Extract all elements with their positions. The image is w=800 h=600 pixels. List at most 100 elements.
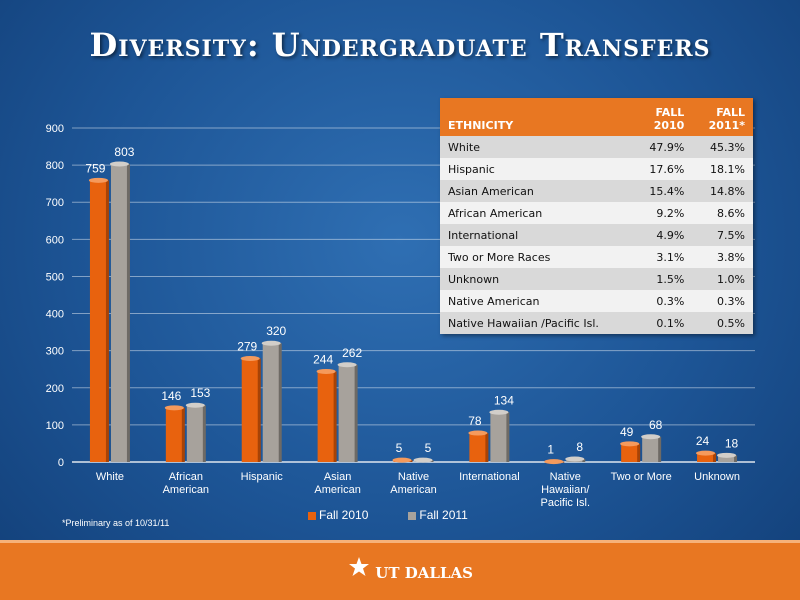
bar-fall-2010 bbox=[697, 453, 714, 462]
data-label: 68 bbox=[649, 418, 663, 432]
bar-fall-2011 bbox=[110, 163, 127, 462]
bar-cap bbox=[696, 450, 716, 456]
logo-text: UT DALLAS bbox=[375, 564, 473, 582]
table-cell-percent: 4.9% bbox=[633, 224, 693, 246]
x-tick-label: Native Hawaiian/Pacific Isl. bbox=[541, 471, 591, 509]
x-tick-label: International bbox=[459, 471, 520, 483]
table-row: International 4.9% 7.5% bbox=[440, 224, 753, 246]
data-label: 78 bbox=[468, 414, 482, 428]
table-cell-percent: 3.8% bbox=[692, 246, 753, 268]
y-tick-label: 200 bbox=[46, 383, 64, 395]
y-tick-label: 0 bbox=[58, 457, 64, 469]
bar-cap bbox=[261, 340, 281, 346]
bar-shade bbox=[484, 433, 489, 462]
table-cell-ethnicity: Unknown bbox=[440, 268, 634, 290]
bar-fall-2010 bbox=[317, 371, 334, 462]
legend-item: Fall 2010 bbox=[308, 508, 368, 522]
bar-fall-2010 bbox=[241, 358, 258, 462]
bar-cap bbox=[337, 362, 357, 368]
data-label: 153 bbox=[190, 386, 210, 400]
table-cell-ethnicity: Native American bbox=[440, 290, 634, 312]
table-cell-percent: 8.6% bbox=[692, 202, 753, 224]
table-cell-percent: 0.3% bbox=[633, 290, 693, 312]
y-tick-label: 500 bbox=[46, 271, 64, 283]
slide-title: Diversity: Undergraduate Transfers bbox=[89, 26, 711, 64]
table-row: White 47.9% 45.3% bbox=[440, 136, 753, 158]
bar-fall-2011 bbox=[642, 436, 659, 462]
bar-cap bbox=[641, 434, 661, 440]
legend-swatch bbox=[408, 511, 417, 520]
table-row: Two or More Races 3.1% 3.8% bbox=[440, 246, 753, 268]
data-label: 5 bbox=[396, 441, 403, 455]
bar-shade bbox=[712, 453, 717, 462]
table-row: Hispanic 17.6% 18.1% bbox=[440, 158, 753, 180]
data-label: 262 bbox=[342, 346, 362, 360]
bar-shade bbox=[636, 443, 641, 462]
x-tick-label: Unknown bbox=[694, 471, 740, 483]
y-tick-label: 400 bbox=[46, 309, 64, 321]
table-cell-ethnicity: Native Hawaiian /Pacific Isl. bbox=[440, 312, 634, 334]
data-label: 134 bbox=[494, 393, 514, 407]
table-cell-percent: 15.4% bbox=[633, 180, 693, 202]
bar-fall-2011 bbox=[262, 343, 279, 462]
bar-shade bbox=[505, 412, 510, 462]
legend-swatch bbox=[308, 511, 316, 520]
y-tick-label: 100 bbox=[46, 420, 64, 432]
bar-shade bbox=[180, 407, 185, 462]
y-tick-label: 300 bbox=[46, 346, 64, 358]
bar-shade bbox=[104, 180, 109, 462]
data-label: 279 bbox=[237, 339, 257, 353]
x-tick-label: Asian American bbox=[314, 471, 360, 496]
table-cell-percent: 0.5% bbox=[692, 312, 753, 334]
bar-cap bbox=[164, 405, 184, 411]
legend-label: Fall 2011 bbox=[419, 508, 468, 522]
ethnicity-table: ETHNICITY FALL 2010 FALL 2011* White 47.9% 4… bbox=[440, 98, 753, 334]
bar-cap bbox=[185, 402, 205, 408]
data-label: 146 bbox=[161, 389, 181, 403]
data-label: 18 bbox=[725, 436, 739, 450]
bar-fall-2011 bbox=[490, 412, 507, 462]
table-cell-percent: 7.5% bbox=[692, 224, 753, 246]
table-cell-percent: 45.3% bbox=[692, 136, 753, 158]
table-row: Asian American 15.4% 14.8% bbox=[440, 180, 753, 202]
bar-cap bbox=[565, 456, 585, 462]
bar-fall-2010 bbox=[165, 407, 182, 462]
table-cell-percent: 0.1% bbox=[633, 312, 693, 334]
x-tick-label: African American bbox=[163, 471, 209, 496]
x-tick-label: Two or More bbox=[611, 471, 672, 483]
bar-cap bbox=[620, 441, 640, 447]
table-cell-percent: 1.5% bbox=[633, 268, 693, 290]
y-tick-label: 600 bbox=[46, 234, 64, 246]
data-label: 759 bbox=[85, 161, 105, 175]
bar-cap bbox=[109, 161, 129, 167]
legend-item: Fall 2011 bbox=[408, 508, 468, 522]
chart-legend: Fall 2010 Fall 2011 bbox=[308, 508, 508, 522]
table-cell-percent: 9.2% bbox=[633, 202, 693, 224]
header-fall-2011: FALL 2011* bbox=[692, 98, 753, 136]
bar-cap bbox=[717, 452, 737, 458]
footnote: *Preliminary as of 10/31/11 bbox=[62, 518, 170, 528]
table-cell-percent: 1.0% bbox=[692, 268, 753, 290]
data-label: 49 bbox=[620, 425, 634, 439]
data-label: 803 bbox=[114, 145, 134, 159]
bar-cap bbox=[468, 430, 488, 436]
table-cell-ethnicity: International bbox=[440, 224, 634, 246]
y-tick-label: 800 bbox=[46, 160, 64, 172]
bar-fall-2010 bbox=[89, 180, 106, 462]
x-tick-label: Hispanic bbox=[241, 471, 284, 483]
bar-shade bbox=[332, 371, 337, 462]
bar-shade bbox=[581, 459, 586, 462]
table-cell-percent: 18.1% bbox=[692, 158, 753, 180]
table-cell-ethnicity: African American bbox=[440, 202, 634, 224]
table-row: Unknown 1.5% 1.0% bbox=[440, 268, 753, 290]
table-row: Native American 0.3% 0.3% bbox=[440, 290, 753, 312]
table-cell-ethnicity: Hispanic bbox=[440, 158, 634, 180]
table-row: Native Hawaiian /Pacific Isl. 0.1% 0.5% bbox=[440, 312, 753, 334]
bar-cap bbox=[544, 459, 564, 465]
bar-cap bbox=[88, 177, 108, 183]
bar-fall-2011 bbox=[338, 364, 355, 462]
table-cell-percent: 47.9% bbox=[633, 136, 693, 158]
bar-shade bbox=[201, 405, 206, 462]
bar-cap bbox=[489, 409, 509, 415]
